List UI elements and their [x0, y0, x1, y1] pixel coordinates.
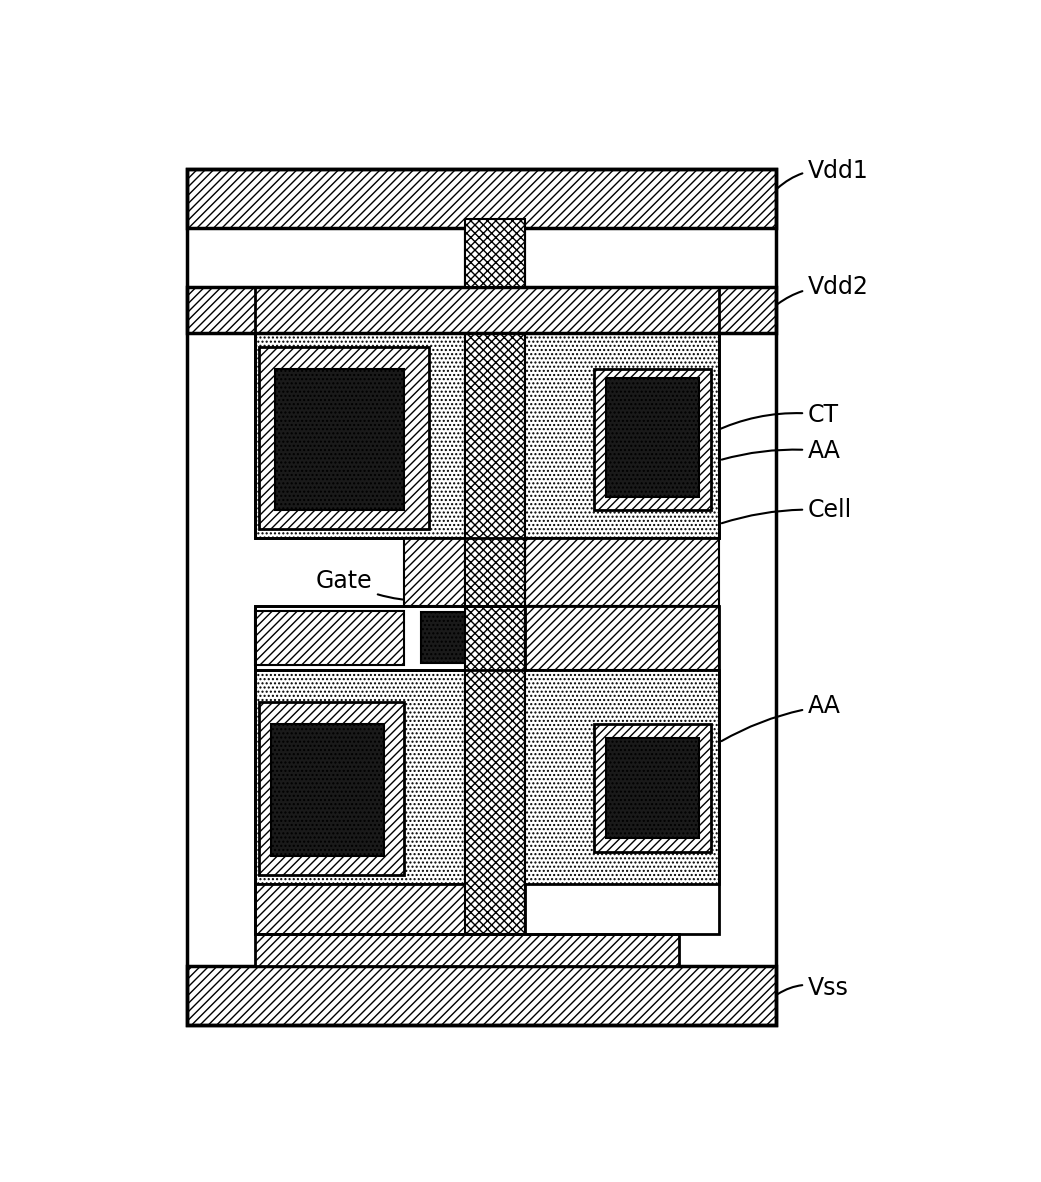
Bar — [465, 219, 526, 934]
Bar — [606, 738, 699, 838]
Bar — [255, 606, 719, 934]
Text: Vdd2: Vdd2 — [778, 275, 868, 304]
Bar — [272, 725, 384, 856]
Bar — [259, 346, 429, 528]
Bar — [526, 538, 719, 606]
Bar — [606, 378, 699, 496]
Text: Gate: Gate — [315, 569, 466, 600]
Bar — [186, 966, 776, 1025]
Bar — [255, 884, 526, 934]
Bar — [526, 606, 719, 670]
Bar — [186, 287, 776, 333]
Text: CT: CT — [713, 403, 839, 431]
Bar — [421, 612, 465, 663]
Bar — [255, 287, 719, 538]
Bar — [404, 538, 465, 606]
Bar — [255, 670, 719, 884]
Text: Cell: Cell — [721, 499, 853, 524]
Text: Vss: Vss — [778, 976, 848, 1000]
Bar — [255, 287, 719, 333]
Bar — [255, 333, 719, 538]
Text: AA: AA — [721, 694, 841, 741]
Bar — [186, 169, 776, 1025]
Bar — [594, 369, 711, 511]
Text: Vdd1: Vdd1 — [778, 158, 868, 188]
Bar — [465, 219, 526, 287]
Bar — [275, 369, 404, 511]
Text: AA: AA — [721, 440, 841, 463]
Bar — [594, 725, 711, 852]
Bar — [255, 611, 404, 665]
Bar — [186, 169, 776, 228]
Bar — [255, 606, 526, 670]
Bar — [255, 934, 679, 966]
Bar — [259, 702, 404, 875]
